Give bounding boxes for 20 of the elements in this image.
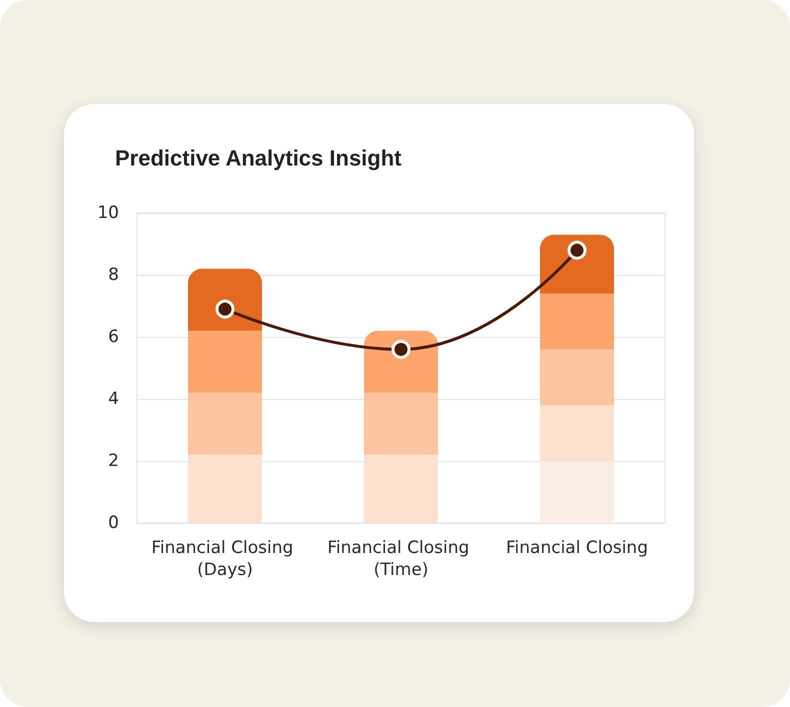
- bar: [364, 454, 438, 523]
- bar: [188, 392, 262, 455]
- y-tick-label: 2: [108, 451, 119, 471]
- y-tick-label: 6: [108, 327, 119, 347]
- x-tick-label: Financial Closing: [506, 538, 648, 558]
- y-tick-label: 0: [108, 513, 119, 533]
- y-tick-label: 10: [97, 203, 119, 223]
- chart-title: Predictive Analytics Insight: [115, 146, 402, 170]
- y-tick-label: 8: [108, 265, 119, 285]
- x-tick-label: Financial Closing (Days): [151, 538, 299, 580]
- bar: [364, 392, 438, 455]
- bar: [540, 234, 614, 294]
- point: [392, 340, 410, 359]
- bar: [364, 330, 438, 393]
- x-tick-label: Financial Closing (Time): [327, 538, 475, 580]
- bar: [188, 330, 262, 393]
- bar: [188, 454, 262, 523]
- bar: [540, 461, 614, 523]
- y-tick-label: 4: [108, 389, 119, 409]
- point: [568, 240, 586, 260]
